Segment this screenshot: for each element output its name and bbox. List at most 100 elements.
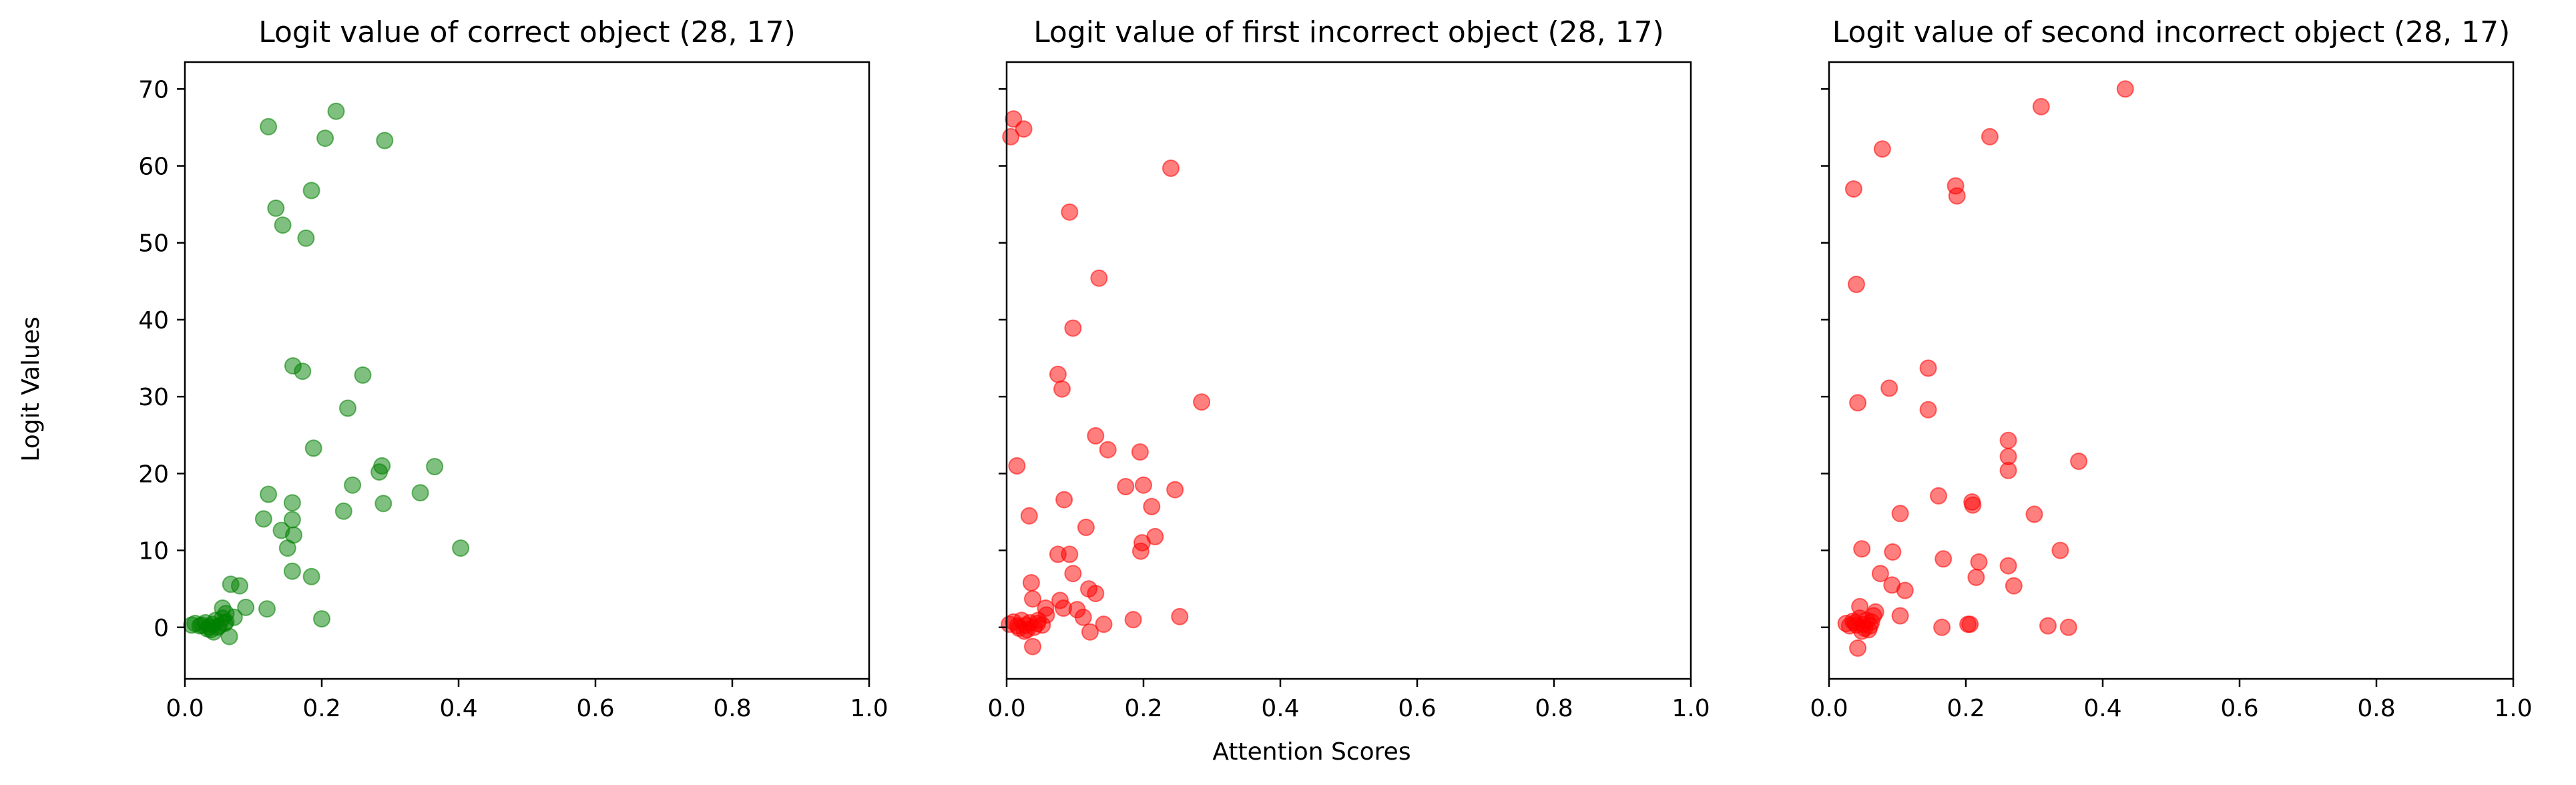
axes-frame [1005,61,1692,680]
x-tick-label: 0.8 [1535,695,1573,722]
scatter-panel-3: Logit value of second incorrect object (… [1810,15,2532,722]
data-point [1999,461,2017,479]
data-point [254,510,272,528]
x-tick-label: 1.0 [1671,695,1710,722]
data-point [1055,491,1073,509]
data-point [1131,443,1149,461]
data-point [411,484,429,502]
data-point [1081,623,1099,641]
data-point [1166,481,1184,499]
x-tick-label: 1.0 [850,695,888,722]
data-point [260,117,278,136]
data-point [1873,140,1891,158]
data-point [1880,379,1898,397]
data-point [1024,590,1041,608]
data-point [376,132,394,150]
scatter-panel-2: Logit value of first incorrect object (2… [987,15,1710,722]
data-point [1143,497,1161,515]
data-point [1061,545,1079,563]
data-point [1970,553,1988,571]
data-point [2059,618,2077,636]
data-point [1884,543,1902,561]
data-point [334,502,352,520]
data-point [1862,613,1880,631]
data-point [1848,276,1865,293]
x-tick-label: 0.8 [2357,695,2395,722]
data-point [1967,568,1985,586]
data-point [274,216,292,234]
data-point [327,102,345,120]
data-point [1064,319,1082,337]
data-point [198,620,216,638]
axes-frame [184,61,870,680]
axes-frame [1828,61,2515,680]
data-point [1930,487,1947,505]
data-point [1087,585,1105,603]
data-point [1871,565,1889,583]
data-point [1891,505,1909,523]
data-point [1099,441,1117,459]
data-point [2025,505,2043,523]
data-points [183,102,470,645]
data-point [1022,574,1040,591]
chart-title: Logit value of first incorrect object (2… [1033,15,1664,49]
data-point [1074,608,1092,626]
data-point [1948,187,1966,205]
data-point [1090,269,1108,287]
data-point [1117,478,1135,495]
data-point [1999,431,2017,449]
data-point [304,439,322,457]
data-point [1961,615,1979,633]
x-tick-label: 0.8 [713,695,751,722]
data-point [316,129,334,148]
data-point [1162,160,1180,177]
data-point [344,476,362,494]
x-tick-label: 0.6 [2220,695,2258,722]
x-tick-label: 0.2 [302,695,340,722]
data-point [1964,496,1982,514]
data-point [2116,80,2134,98]
data-point [267,199,285,217]
data-points [1001,110,1211,656]
y-tick-label: 0 [154,615,169,642]
data-point [1981,127,1999,146]
data-point [1919,359,1937,377]
data-point [1999,557,2017,575]
data-points [1837,80,2134,657]
data-point [2051,541,2069,559]
data-point [1077,519,1095,536]
y-tick-label: 10 [138,538,169,565]
data-point [302,567,320,585]
data-point [1095,615,1113,633]
scatter-panel-1: Logit value of correct object (28, 17) 0.… [138,15,888,722]
data-point [1853,540,1871,558]
data-point [1849,639,1867,657]
data-point [1020,507,1038,525]
data-point [1053,380,1071,398]
x-tick-label: 0.4 [2083,695,2121,722]
data-point [1124,611,1142,629]
data-point [1008,457,1026,475]
x-tick-label: 0.0 [987,695,1025,722]
x-tick-label: 0.0 [1810,695,1848,722]
data-point [1064,565,1082,583]
data-point [1049,365,1067,383]
data-point [216,615,234,632]
data-point [2070,453,2088,470]
data-point [1844,180,1862,198]
y-tick-label: 70 [138,76,169,103]
data-point [237,598,255,616]
data-point [1849,394,1867,412]
data-point [297,229,315,247]
x-tick-label: 0.2 [1947,695,1985,722]
data-point [1891,607,1909,625]
data-point [1037,606,1055,624]
data-point [278,539,296,557]
data-point [339,399,356,417]
data-point [1010,619,1028,637]
data-point [1002,127,1020,146]
data-point [1193,393,1211,411]
x-tick-label: 0.6 [576,695,614,722]
chart-title: Logit value of second incorrect object (… [1832,15,2511,49]
